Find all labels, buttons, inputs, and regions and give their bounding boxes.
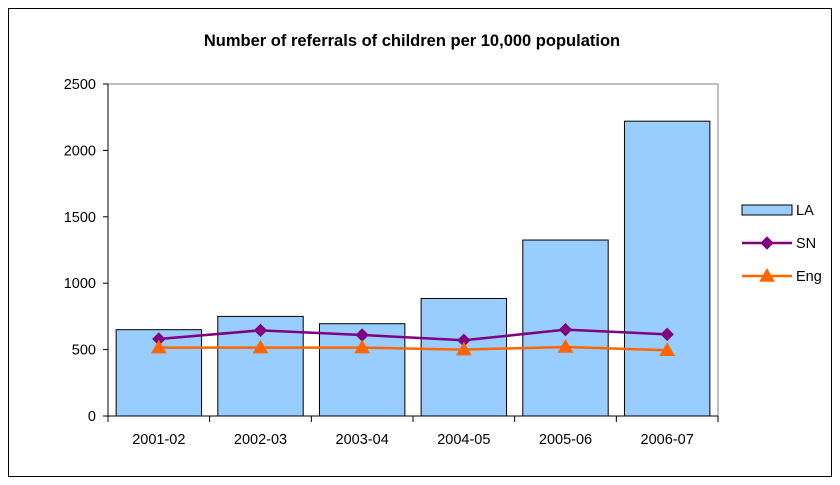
point-eng-2001-02 [150, 339, 167, 354]
y-tick-label: 500 [72, 343, 96, 359]
legend-swatch-la [741, 204, 793, 216]
bar-la-2006-07 [623, 120, 711, 417]
point-eng-2006-07 [659, 342, 676, 357]
lines-layer [150, 322, 676, 357]
legend-label-la: LA [796, 203, 814, 219]
bar-la-2004-05 [420, 297, 508, 417]
x-tick-label: 2002-03 [234, 432, 287, 448]
y-tick-label: 1000 [64, 276, 96, 292]
x-tick-label: 2004-05 [437, 432, 490, 448]
legend-label-sn: SN [796, 236, 816, 252]
legend-marker-sn [760, 236, 774, 250]
x-tick-label: 2006-07 [641, 432, 694, 448]
y-tick-label: 2000 [64, 143, 96, 159]
point-sn-2006-07 [660, 327, 674, 342]
point-sn-2002-03 [253, 323, 268, 338]
line-eng [158, 345, 668, 352]
y-tick-label: 1500 [64, 210, 96, 226]
legend: LA SN Eng [741, 203, 822, 285]
point-sn-2005-06 [558, 322, 573, 337]
y-tick-label: 0 [88, 409, 96, 425]
legend-label-eng: Eng [796, 269, 822, 285]
x-tick-label: 2001-02 [132, 432, 185, 448]
y-tick-label: 2500 [64, 77, 96, 93]
point-eng-2003-04 [354, 339, 371, 354]
line-sn [158, 328, 668, 342]
axes-layer: 0 500 1000 1500 2000 2500 2001-02 2002-03 2003-0… [64, 77, 719, 448]
x-tick-label: 2005-06 [539, 432, 592, 448]
point-eng-2002-03 [252, 339, 269, 354]
legend-marker-eng [759, 267, 775, 282]
point-eng-2005-06 [557, 338, 574, 353]
bars-layer [115, 120, 711, 417]
chart-title: Number of referrals of children per 10,0… [204, 32, 620, 50]
x-tick-label: 2003-04 [336, 432, 389, 448]
point-eng-2004-05 [455, 341, 472, 356]
